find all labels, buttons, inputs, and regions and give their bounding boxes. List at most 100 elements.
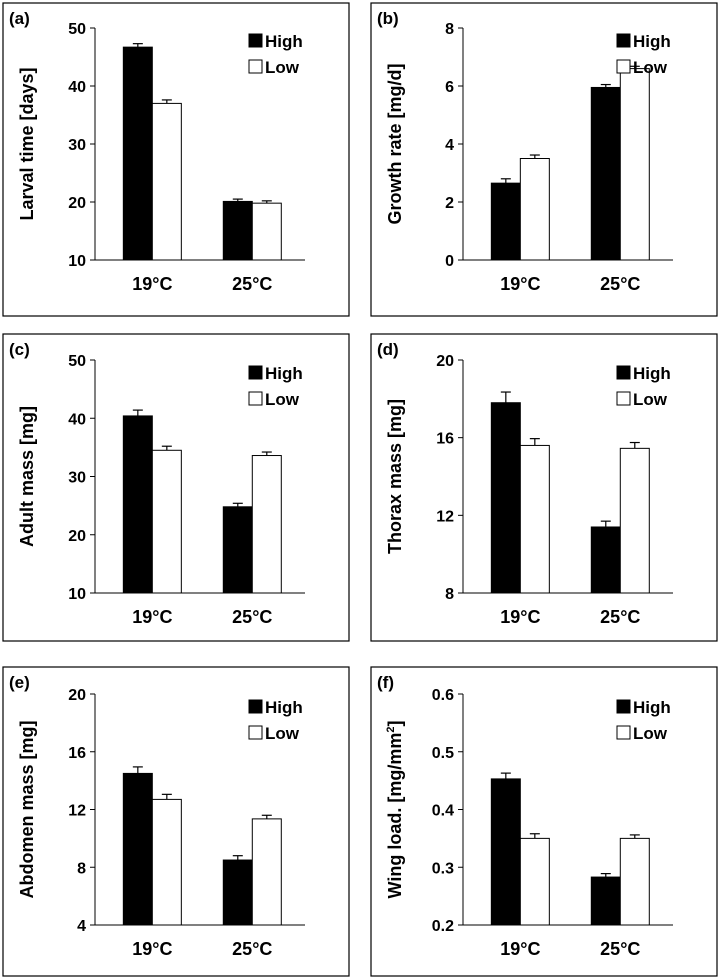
bar-low-25c [619, 68, 650, 261]
chart-panel-a: (a) 10 20 30 40 50 Larval time [days] 19°C 25°C H… [2, 2, 350, 317]
legend-swatch-high [248, 33, 263, 48]
panel-frame [2, 666, 350, 977]
x-tick-label: 19°C [132, 607, 172, 627]
x-tick-label: 25°C [232, 607, 272, 627]
panel-frame [370, 666, 718, 977]
y-tick-label: 40 [68, 411, 86, 428]
legend-swatch-low [616, 391, 631, 406]
chart-panel-b: (b) 0 2 4 6 8 Growth rate [mg/d] 19°C 25°C High Lo… [370, 2, 718, 317]
y-tick-label: 2 [445, 195, 454, 212]
x-tick-label: 25°C [232, 274, 272, 294]
panel-frame [2, 2, 350, 317]
panel-label: (c) [9, 340, 30, 359]
y-tick-label: 40 [68, 79, 86, 96]
bar-high-25c [590, 526, 621, 594]
legend-swatch-low [616, 59, 631, 74]
legend-swatch-low [248, 391, 263, 406]
y-tick-label: 20 [68, 687, 86, 704]
bar-high-19c [490, 182, 521, 261]
y-tick-label: 16 [436, 431, 454, 448]
y-tick-label: 0 [445, 253, 454, 270]
legend-label-high: High [633, 364, 671, 383]
bar-high-25c [222, 506, 253, 594]
y-tick-label: 12 [68, 803, 86, 820]
legend-label-high: High [633, 698, 671, 717]
y-axis-title-superscript: 2 [385, 727, 397, 733]
chart-panel-d: (d) 8 12 16 20 Thorax mass [mg] 19°C 25°C High Lo… [370, 333, 718, 642]
legend-swatch-high [248, 365, 263, 380]
legend-swatch-high [248, 699, 263, 714]
legend-label-low: Low [633, 390, 668, 409]
y-tick-label: 0.2 [432, 918, 454, 935]
x-tick-label: 25°C [232, 939, 272, 959]
legend-label-high: High [265, 32, 303, 51]
x-tick-label: 19°C [132, 274, 172, 294]
bar-high-19c [490, 402, 521, 594]
y-tick-label: 8 [445, 586, 454, 603]
bar-low-25c [251, 455, 282, 594]
chart-panel-e: (e) 4 8 12 16 20 Abdomen mass [mg] 19°C 25°C High… [2, 666, 350, 977]
legend-swatch-high [616, 365, 631, 380]
y-tick-label: 30 [68, 470, 86, 487]
bar-high-25c [590, 86, 621, 261]
y-axis-title-text: Abdomen mass [mg] [17, 720, 37, 898]
legend-swatch-high [616, 699, 631, 714]
y-axis-title-end: ] [385, 721, 405, 727]
y-tick-label: 30 [68, 137, 86, 154]
panel-label: (e) [9, 673, 30, 692]
y-tick-label: 8 [445, 21, 454, 38]
y-tick-label: 8 [77, 860, 86, 877]
y-tick-label: 12 [436, 508, 454, 525]
legend-label-low: Low [265, 390, 300, 409]
bar-low-19c [151, 798, 182, 926]
y-tick-label: 10 [68, 253, 86, 270]
y-tick-label: 50 [68, 353, 86, 370]
legend-label-low: Low [633, 724, 668, 743]
y-axis-title-text: Wing load. [mg/mm [385, 733, 405, 899]
bar-low-25c [619, 447, 650, 594]
y-tick-label: 20 [68, 195, 86, 212]
y-tick-label: 0.6 [432, 687, 454, 704]
bar-low-19c [151, 102, 182, 261]
y-axis-title: Abdomen mass [mg] [17, 720, 37, 898]
bar-high-19c [122, 772, 153, 926]
y-tick-label: 50 [68, 21, 86, 38]
y-axis-title-text: Growth rate [mg/d] [385, 64, 405, 225]
y-axis-title-text: Thorax mass [mg] [385, 399, 405, 554]
bar-low-19c [519, 158, 550, 261]
x-tick-label: 25°C [600, 607, 640, 627]
x-tick-label: 19°C [132, 939, 172, 959]
y-axis-title-text: Larval time [days] [17, 67, 37, 220]
y-axis-title-text: Adult mass [mg] [17, 406, 37, 547]
y-axis-title: Thorax mass [mg] [385, 399, 405, 554]
bar-high-25c [590, 876, 621, 926]
x-tick-label: 19°C [500, 939, 540, 959]
bar-high-25c [222, 859, 253, 926]
bar-low-19c [151, 449, 182, 594]
panel-frame [370, 2, 718, 317]
y-axis-title: Growth rate [mg/d] [385, 64, 405, 225]
panel-label: (f) [377, 673, 394, 692]
y-tick-label: 10 [68, 586, 86, 603]
legend-label-low: Low [265, 58, 300, 77]
bar-high-19c [490, 778, 521, 926]
panel-frame [370, 333, 718, 642]
legend-swatch-low [248, 725, 263, 740]
legend-swatch-low [616, 725, 631, 740]
y-axis-title: Adult mass [mg] [17, 406, 37, 547]
legend-swatch-high [616, 33, 631, 48]
chart-panel-f: (f) 0.2 0.3 0.4 0.5 0.6 Wing load. [mg/mm2] 19°… [370, 666, 718, 977]
bar-low-25c [251, 202, 282, 261]
legend-label-high: High [633, 32, 671, 51]
y-tick-label: 20 [436, 353, 454, 370]
panel-label: (a) [9, 9, 30, 28]
y-tick-label: 20 [68, 528, 86, 545]
x-tick-label: 19°C [500, 274, 540, 294]
y-tick-label: 0.4 [432, 803, 454, 820]
panel-label: (d) [377, 340, 399, 359]
y-tick-label: 0.5 [432, 745, 454, 762]
chart-panel-c: (c) 10 20 30 40 50 Adult mass [mg] 19°C 25°C High… [2, 333, 350, 642]
bar-low-25c [619, 837, 650, 926]
y-tick-label: 6 [445, 79, 454, 96]
legend-label-low: Low [633, 58, 668, 77]
